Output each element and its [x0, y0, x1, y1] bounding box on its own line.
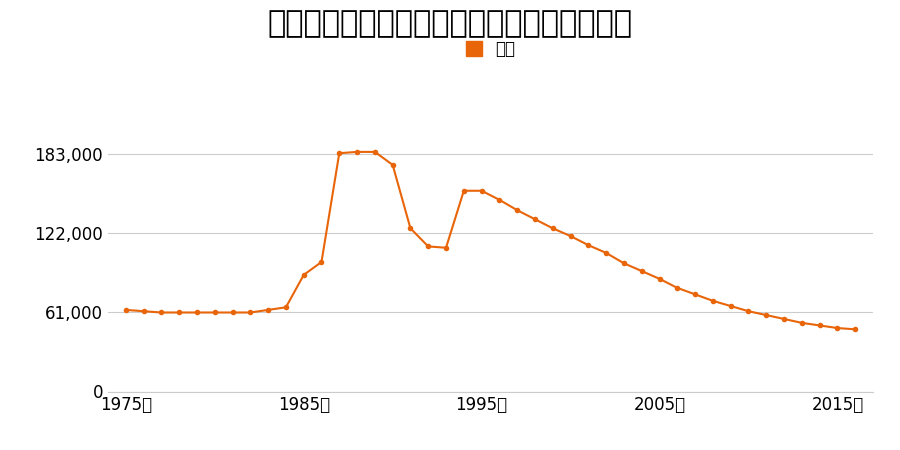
Text: 鹿児島県出水市本町７９８３番１の地価推移: 鹿児島県出水市本町７９８３番１の地価推移	[267, 9, 633, 38]
Legend: 価格: 価格	[459, 33, 522, 65]
